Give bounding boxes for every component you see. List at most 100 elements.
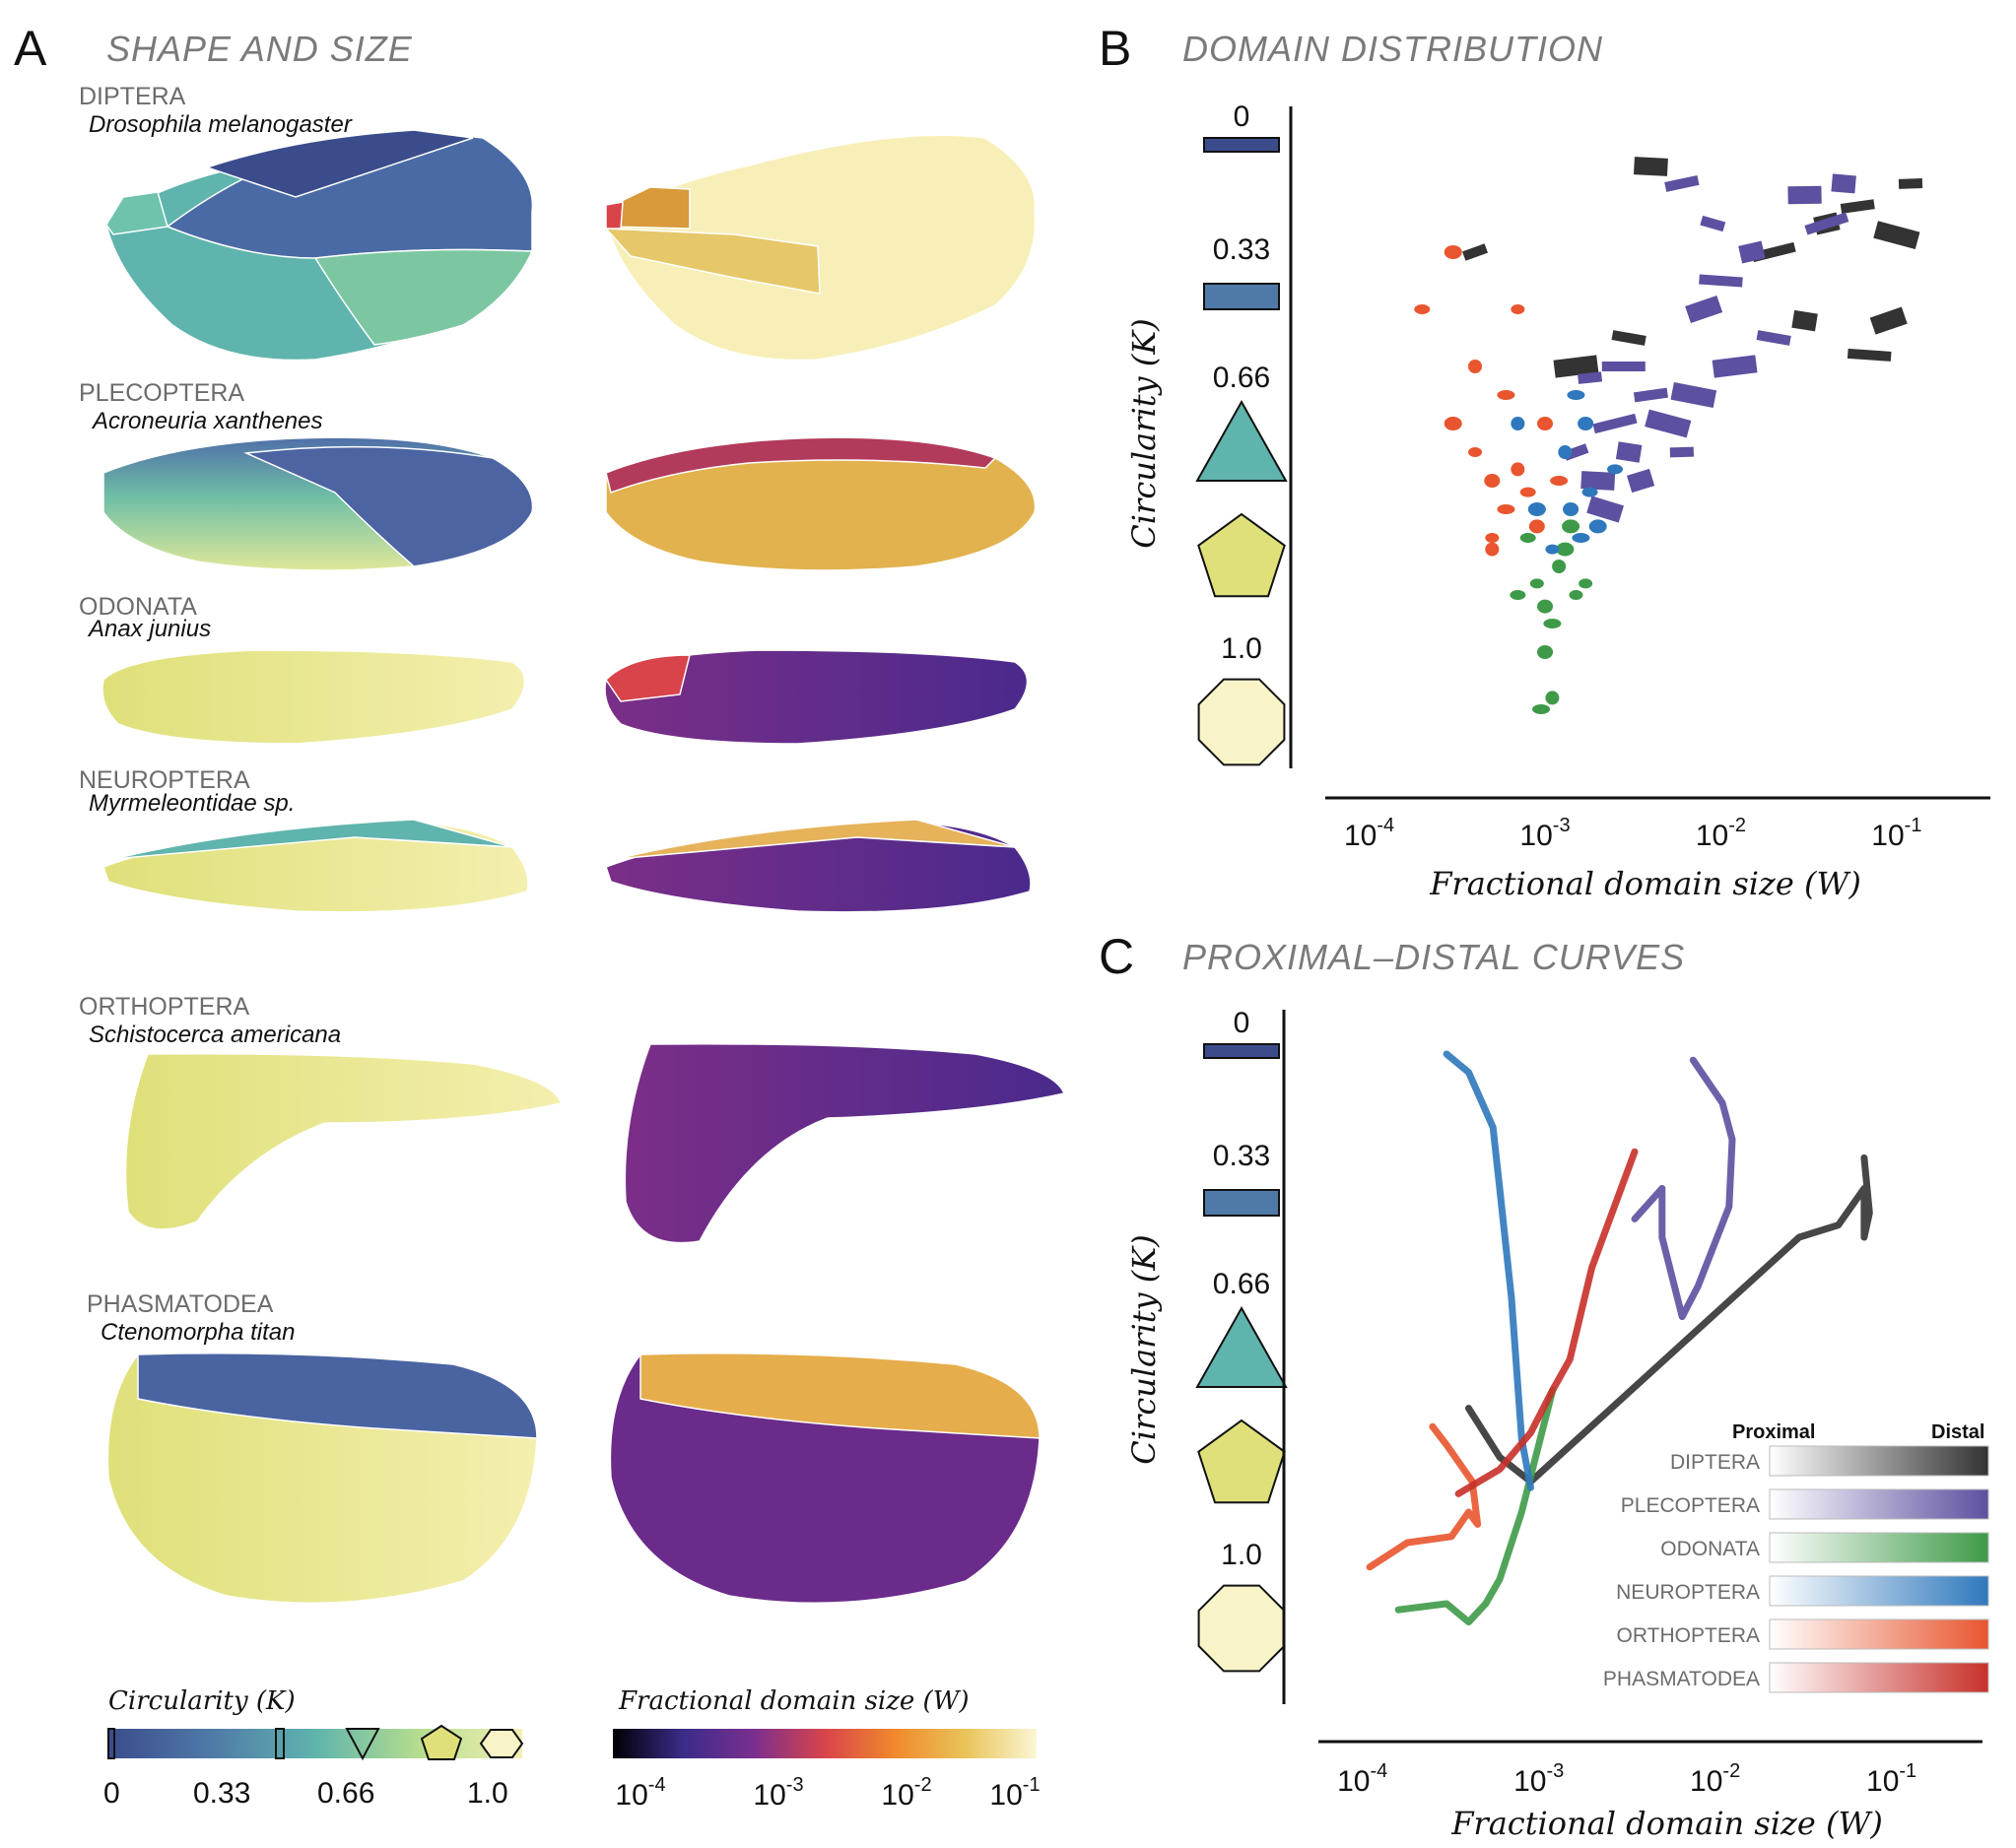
series-line	[1465, 1154, 1873, 1485]
scatter-point	[1578, 417, 1594, 430]
neuroptera-wing-circularity-costa	[112, 819, 513, 860]
shape-legend-label: 0.33	[1213, 233, 1270, 266]
scatter-point	[1578, 371, 1603, 384]
scatter-point	[1468, 360, 1483, 373]
x-tick-label: 10-1	[1866, 1760, 1916, 1798]
x-tick-label: 10-1	[1871, 815, 1921, 852]
scatter-point	[1615, 441, 1643, 463]
shape-legend-b: 0 0.33 0.66 1.0	[1195, 100, 1288, 766]
species-name: Ctenomorpha titan	[101, 1319, 295, 1346]
diptera-wing-circularity	[105, 129, 534, 362]
legend-swatch	[1769, 1532, 1989, 1563]
shape-legend-octagon	[1197, 1584, 1286, 1673]
scatter-point	[1511, 304, 1525, 314]
diptera-wing-size	[604, 134, 1037, 362]
panel-b-ylabel: Circularity (K)	[1125, 318, 1163, 548]
scatter-point	[1791, 309, 1818, 332]
scatter-point	[1529, 578, 1544, 589]
scatter-point	[1645, 409, 1692, 438]
legend-label: PLECOPTERA	[1621, 1494, 1760, 1517]
scatter-point	[1840, 199, 1875, 214]
size-colorbar-tick: 10-3	[753, 1774, 803, 1812]
scatter-point	[1567, 390, 1585, 400]
order-name: NEUROPTERA	[79, 766, 250, 794]
scatter-point	[1537, 417, 1554, 430]
phasmatodea-wing-size-costa	[639, 1353, 1041, 1439]
colorbar-triangle-marker	[345, 1728, 380, 1761]
size-colorbar	[613, 1729, 1037, 1758]
circularity-tick: 0	[103, 1777, 120, 1810]
scatter-point	[1462, 243, 1488, 261]
species-name: Anax junius	[87, 616, 211, 642]
scatter-point	[1712, 355, 1758, 378]
scatter-point	[1444, 245, 1462, 259]
colorbar-rect-marker	[107, 1728, 115, 1759]
order-name: PHASMATODEA	[87, 1290, 274, 1318]
scatter-point	[1519, 533, 1536, 543]
scatter-point	[1562, 519, 1580, 534]
scatter-point	[1831, 173, 1856, 194]
panel-b-letter: B	[1099, 21, 1131, 76]
legend-swatch	[1769, 1445, 1989, 1477]
scatter-point	[1670, 381, 1717, 409]
neuroptera-wing-size-costa	[615, 819, 1016, 860]
scatter-point	[1511, 462, 1525, 477]
scatter-point	[1787, 185, 1822, 205]
scatter-point	[1633, 387, 1668, 403]
odonata-wing-size	[604, 649, 1029, 745]
scatter-point	[1510, 590, 1526, 600]
panel-a-title: SHAPE AND SIZE	[106, 29, 413, 69]
scatter-point	[1484, 474, 1501, 488]
colorbar-hexagon-marker	[479, 1729, 524, 1758]
scatter-point	[1588, 519, 1607, 534]
shape-legend-label: 0.66	[1213, 362, 1270, 394]
panel-b-xticks: 10-4 10-3 10-2 10-1	[1344, 815, 1921, 852]
scatter-point	[1485, 542, 1500, 557]
orthoptera-wing-circularity	[124, 1052, 564, 1230]
shape-legend-label: 1.0	[1221, 1539, 1262, 1571]
panel-b-title: DOMAIN DISTRIBUTION	[1182, 29, 1603, 69]
species-name: Drosophila melanogaster	[89, 111, 353, 138]
shape-legend-rectangle	[1203, 283, 1280, 310]
legend-proximal-label: Proximal	[1732, 1421, 1815, 1443]
series-line	[1443, 1050, 1534, 1491]
colorbar-rect-marker	[275, 1728, 285, 1759]
phasmatodea-wing-circularity-costa	[137, 1353, 538, 1439]
species-name: Acroneuria xanthenes	[91, 408, 322, 434]
scatter-point	[1626, 468, 1655, 494]
scatter-point	[1532, 704, 1551, 714]
legend-label: DIPTERA	[1670, 1451, 1760, 1474]
scatter-point	[1543, 619, 1562, 628]
species-name: Myrmeleontidae sp.	[89, 790, 295, 817]
order-name: DIPTERA	[79, 83, 186, 110]
scatter-point	[1572, 533, 1590, 543]
scatter-point	[1738, 240, 1766, 264]
proximal-distal-legend: Proximal Distal DIPTERA PLECOPTERA ODONATA…	[1603, 1421, 1989, 1693]
scatter-point	[1873, 221, 1920, 249]
circularity-colorbar-title: Circularity (K)	[108, 1686, 296, 1716]
scatter-point	[1485, 533, 1500, 543]
panel-c-letter: C	[1099, 929, 1134, 984]
shape-legend-rectangle	[1203, 1189, 1280, 1217]
shape-legend-pentagon	[1197, 512, 1286, 598]
orthoptera-wing-size	[624, 1042, 1066, 1244]
series-line	[1454, 1148, 1639, 1497]
scatter-point	[1545, 691, 1560, 705]
scatter-point	[1556, 542, 1575, 557]
scatter-point	[1553, 355, 1599, 378]
size-colorbar-title: Fractional domain size (W)	[618, 1686, 970, 1716]
scatter-point	[1579, 578, 1593, 589]
x-tick-label: 10-3	[1513, 1760, 1564, 1798]
scatter-point	[1497, 504, 1515, 514]
order-name: ORTHOPTERA	[79, 993, 249, 1021]
scatter-point	[1685, 295, 1723, 324]
panel-c-xticks: 10-4 10-3 10-2 10-1	[1337, 1760, 1916, 1798]
panel-a-letter: A	[14, 21, 47, 76]
scatter-point	[1847, 348, 1892, 362]
order-labels: DIPTERA Drosophila melanogaster PLECOPTE…	[79, 83, 353, 1346]
series-line	[1394, 1386, 1557, 1626]
scatter-point	[1592, 413, 1638, 434]
shape-legend-triangle	[1195, 399, 1288, 482]
shape-legend-line	[1203, 1043, 1280, 1059]
scatter-point	[1537, 645, 1554, 659]
